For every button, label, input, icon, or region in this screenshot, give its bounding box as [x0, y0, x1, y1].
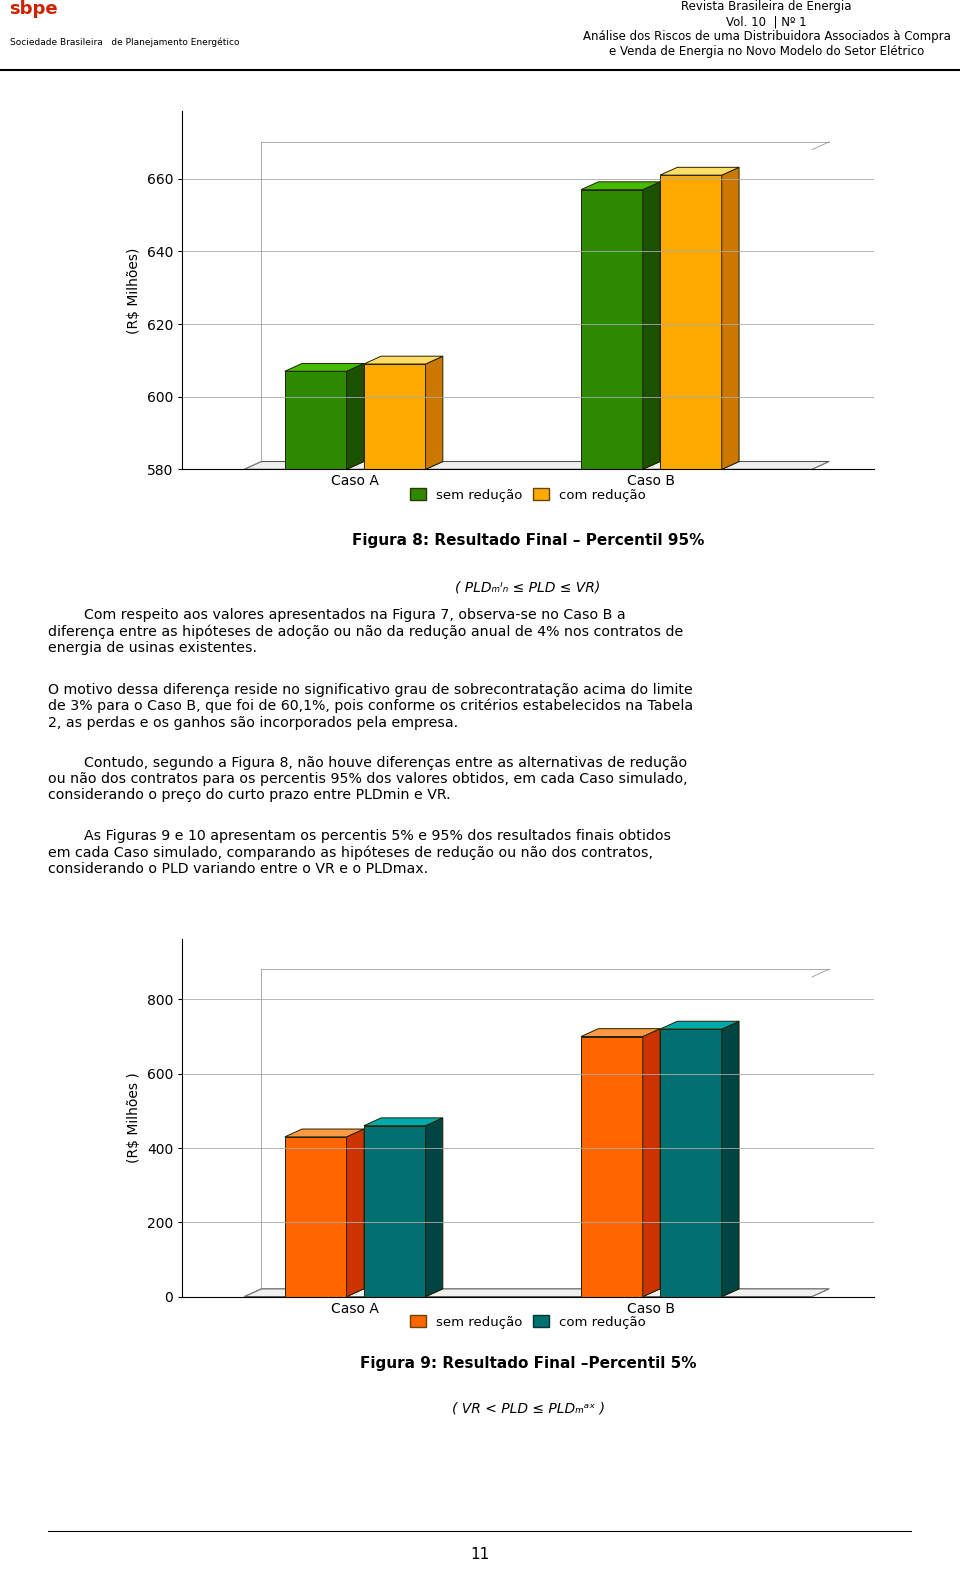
Polygon shape — [285, 1138, 347, 1297]
Text: 11: 11 — [470, 1548, 490, 1562]
Polygon shape — [364, 1126, 425, 1297]
Polygon shape — [643, 1029, 660, 1297]
Polygon shape — [660, 167, 739, 175]
Y-axis label: (R$ Milhões): (R$ Milhões) — [128, 247, 141, 334]
Polygon shape — [660, 1289, 739, 1297]
Polygon shape — [425, 356, 443, 469]
Polygon shape — [425, 1118, 443, 1297]
Text: sbpe: sbpe — [10, 0, 59, 18]
Polygon shape — [660, 175, 722, 469]
Polygon shape — [364, 1118, 443, 1126]
Polygon shape — [660, 1021, 739, 1029]
Polygon shape — [581, 461, 660, 469]
Text: Figura 8: Resultado Final – Percentil 95%: Figura 8: Resultado Final – Percentil 95… — [351, 533, 705, 547]
Polygon shape — [244, 1289, 829, 1297]
Polygon shape — [722, 1021, 739, 1297]
Y-axis label: (R$ Milhões ): (R$ Milhões ) — [128, 1072, 141, 1163]
Polygon shape — [285, 363, 364, 371]
Polygon shape — [347, 1130, 364, 1297]
Polygon shape — [364, 356, 443, 364]
Polygon shape — [285, 1289, 364, 1297]
Legend: sem redução, com redução: sem redução, com redução — [404, 1309, 652, 1335]
Polygon shape — [285, 371, 347, 469]
Text: Revista Brasileira de Energia
Vol. 10  | Nº 1
Análise dos Riscos de uma Distribu: Revista Brasileira de Energia Vol. 10 | … — [583, 0, 950, 57]
Polygon shape — [285, 1130, 364, 1138]
Polygon shape — [581, 1289, 660, 1297]
Polygon shape — [364, 364, 425, 469]
Polygon shape — [660, 1029, 722, 1297]
Polygon shape — [722, 167, 739, 469]
Text: As Figuras 9 e 10 apresentam os percentis 5% e 95% dos resultados finais obtidos: As Figuras 9 e 10 apresentam os percenti… — [48, 829, 671, 877]
Polygon shape — [660, 461, 739, 469]
Text: ( VR < PLD ≤ PLDₘᵃˣ ): ( VR < PLD ≤ PLDₘᵃˣ ) — [451, 1402, 605, 1416]
Text: Figura 9: Resultado Final –Percentil 5%: Figura 9: Resultado Final –Percentil 5% — [360, 1356, 696, 1371]
Polygon shape — [581, 181, 660, 189]
Polygon shape — [244, 461, 829, 469]
Polygon shape — [581, 189, 643, 469]
Text: ( PLDₘᴵₙ ≤ PLD ≤ VR): ( PLDₘᴵₙ ≤ PLD ≤ VR) — [455, 581, 601, 593]
Polygon shape — [364, 1289, 443, 1297]
Polygon shape — [581, 1029, 660, 1036]
Polygon shape — [643, 181, 660, 469]
Text: Sociedade Brasileira   de Planejamento Energético: Sociedade Brasileira de Planejamento Ene… — [10, 37, 239, 46]
Polygon shape — [285, 461, 364, 469]
Polygon shape — [347, 363, 364, 469]
Polygon shape — [581, 1036, 643, 1297]
Text: Contudo, segundo a Figura 8, não houve diferenças entre as alternativas de reduç: Contudo, segundo a Figura 8, não houve d… — [48, 756, 687, 802]
Text: O motivo dessa diferença reside no significativo grau de sobrecontratação acima : O motivo dessa diferença reside no signi… — [48, 683, 693, 730]
Text: Com respeito aos valores apresentados na Figura 7, observa-se no Caso B a
difere: Com respeito aos valores apresentados na… — [48, 608, 684, 655]
Polygon shape — [364, 461, 443, 469]
Legend: sem redução, com redução: sem redução, com redução — [404, 482, 652, 508]
